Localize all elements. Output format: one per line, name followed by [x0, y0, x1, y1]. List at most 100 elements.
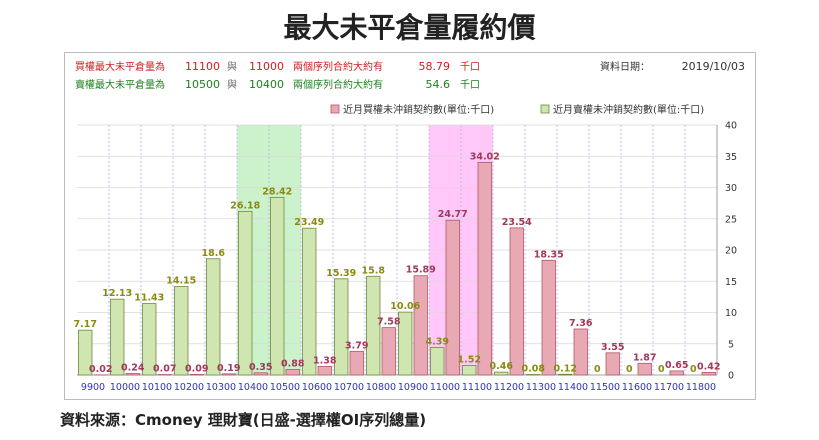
x-tick-label: 10600: [302, 382, 332, 393]
put-info-strike1: 10500: [185, 78, 220, 91]
data-label-call: 1.87: [633, 352, 656, 363]
put-info-amount: 54.6: [426, 78, 451, 91]
data-label-put: 0: [658, 364, 665, 375]
bar-call: [221, 373, 236, 376]
bar-call: [669, 370, 684, 376]
bar-call: [445, 219, 460, 376]
data-label-call: 0.24: [121, 363, 145, 374]
y-tick-label: 20: [725, 246, 737, 257]
bar-call: [381, 327, 396, 376]
y-tick-label: 5: [728, 339, 734, 350]
data-label-put: 11.43: [134, 293, 164, 304]
data-label-put: 0: [690, 364, 697, 375]
legend-swatch-call: [330, 104, 340, 114]
data-label-put: 0: [594, 364, 601, 375]
data-label-put: 0.46: [490, 361, 514, 372]
data-label-call: 0.42: [697, 361, 720, 372]
bar-call: [317, 365, 332, 376]
bar-put: [494, 371, 509, 376]
call-info-strike2: 11000: [249, 60, 284, 73]
data-label-put: 15.8: [362, 265, 386, 276]
x-tick-label: 10500: [270, 382, 300, 393]
data-label-put: 0.12: [554, 363, 577, 374]
data-label-call: 24.77: [438, 209, 468, 220]
bar-call: [285, 369, 300, 376]
x-tick-label: 10300: [206, 382, 236, 393]
y-tick-label: 10: [725, 308, 737, 319]
put-info-strike2: 10400: [249, 78, 284, 91]
data-label-put: 1.52: [458, 355, 481, 366]
data-label-put: 4.39: [426, 337, 449, 348]
data-label-put: 23.49: [294, 217, 324, 228]
bar-call: [701, 371, 716, 376]
legend-label-put: 近月賣權未沖銷契約數(單位:千口): [553, 103, 704, 116]
x-tick-label: 10700: [334, 382, 364, 393]
chart-panel: 買權最大未平倉量為 11100 與 11000 兩個序列合約大約有 58.79 …: [64, 52, 756, 400]
bar-put: [174, 286, 189, 376]
data-label-call: 0.09: [185, 363, 208, 374]
x-tick-label: 11700: [654, 382, 684, 393]
y-tick-label: 35: [725, 152, 737, 163]
data-label-call: 7.36: [569, 318, 593, 329]
bar-call: [413, 275, 428, 376]
bar-put: [302, 227, 317, 376]
bar-call: [349, 350, 364, 376]
bar-put: [462, 365, 477, 376]
data-label-put: 7.17: [74, 319, 97, 330]
x-tick-label: 9900: [81, 382, 105, 393]
x-tick-label: 10800: [366, 382, 396, 393]
bar-call: [573, 328, 588, 376]
bar-call: [509, 227, 524, 376]
bar-call: [253, 372, 268, 376]
y-tick-label: 40: [725, 121, 737, 132]
bar-call: [541, 259, 556, 376]
y-tick-label: 15: [725, 277, 737, 288]
bar-call: [605, 352, 620, 376]
bar-call: [637, 362, 652, 376]
call-info-prefix: 買權最大未平倉量為: [75, 60, 165, 73]
x-tick-label: 11100: [462, 382, 492, 393]
bar-put: [558, 373, 573, 376]
bar-put: [238, 210, 253, 376]
date-label: 資料日期：: [600, 60, 650, 73]
data-label-put: 0.08: [522, 364, 546, 375]
x-tick-label: 10100: [142, 382, 172, 393]
data-label-put: 18.6: [202, 248, 226, 259]
x-tick-label: 11400: [558, 382, 588, 393]
data-label-put: 0: [626, 364, 633, 375]
put-info-and: 與: [227, 78, 237, 91]
put-info-unit: 千口: [460, 79, 480, 91]
data-label-call: 18.35: [534, 249, 564, 260]
x-tick-label: 11000: [430, 382, 460, 393]
data-label-call: 0.35: [249, 362, 272, 373]
y-tick-label: 0: [728, 371, 734, 382]
data-label-call: 15.89: [406, 265, 436, 276]
call-info-and: 與: [227, 60, 237, 73]
data-label-call: 3.79: [345, 340, 368, 351]
put-info-prefix: 賣權最大未平倉量為: [75, 78, 165, 91]
data-label-call: 0.88: [281, 359, 305, 370]
call-info-mid: 兩個序列合約大約有: [293, 60, 383, 73]
bar-put: [206, 258, 221, 376]
page-title: 最大未平倉量履約價: [283, 11, 536, 44]
data-label-put: 26.18: [230, 200, 260, 211]
data-label-call: 1.38: [313, 355, 337, 366]
legend-label-call: 近月買權未沖銷契約數(單位:千口): [343, 103, 494, 116]
x-tick-label: 11300: [526, 382, 556, 393]
x-tick-label: 10000: [110, 382, 140, 393]
data-label-call: 34.02: [470, 151, 500, 162]
x-tick-label: 10900: [398, 382, 428, 393]
data-label-call: 0.19: [217, 363, 240, 374]
bar-put: [334, 278, 349, 376]
bar-put: [366, 275, 381, 376]
data-label-put: 14.15: [166, 276, 196, 287]
data-label-call: 23.54: [502, 217, 532, 228]
bar-put: [142, 303, 157, 376]
call-info-strike1: 11100: [185, 60, 220, 73]
x-tick-label: 11500: [590, 382, 620, 393]
bar-put: [270, 196, 285, 376]
x-tick-label: 10400: [238, 382, 268, 393]
x-tick-label: 10200: [174, 382, 204, 393]
bar-put: [110, 298, 125, 376]
data-label-call: 3.55: [601, 342, 624, 353]
